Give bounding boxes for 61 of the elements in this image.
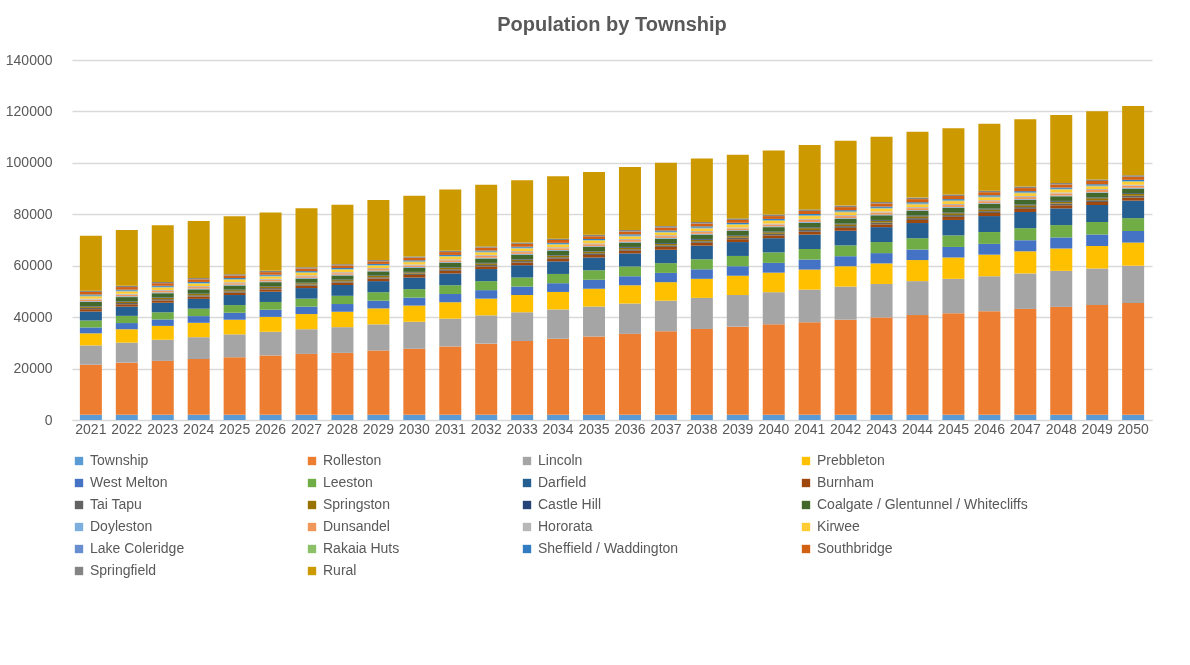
legend-label: Hororata	[538, 518, 593, 534]
legend-label: Rolleston	[323, 452, 382, 468]
x-tick-label: 2038	[686, 420, 718, 437]
x-tick-label: 2034	[542, 420, 574, 437]
legend-label: Prebbleton	[817, 452, 885, 468]
x-tick-label: 2024	[183, 420, 215, 437]
x-tick-label: 2022	[111, 420, 143, 437]
legend-label: Rakaia Huts	[323, 540, 400, 556]
y-tick-label: 140000	[5, 51, 53, 68]
x-tick-label: 2042	[830, 420, 862, 437]
x-tick-label: 2048	[1045, 420, 1078, 437]
legend-label: Burnham	[817, 474, 874, 490]
y-tick-label: 100000	[5, 154, 53, 171]
x-tick-label: 2043	[865, 420, 898, 437]
y-tick-label: 40000	[13, 308, 53, 325]
x-tick-label: 2037	[650, 420, 682, 437]
legend-label: Springston	[323, 496, 390, 512]
x-tick-label: 2027	[290, 420, 323, 437]
x-tick-label: 2026	[254, 420, 287, 437]
legend-label: Castle Hill	[538, 496, 602, 512]
y-tick-label: 0	[44, 411, 53, 428]
x-tick-label: 2047	[1009, 420, 1042, 437]
x-tick-label: 2031	[434, 420, 467, 437]
legend-label: Sheffield / Waddington	[538, 540, 679, 556]
legend-label: Lake Coleridge	[90, 540, 185, 556]
x-tick-label: 2023	[147, 420, 179, 437]
y-tick-label: 20000	[13, 360, 53, 377]
legend-label: Township	[90, 452, 149, 468]
legend-label: Lincoln	[538, 452, 583, 468]
legend-label: Springfield	[90, 562, 157, 578]
legend-label: Dunsandel	[323, 518, 390, 534]
legend-label: West Melton	[90, 474, 168, 490]
y-tick-label: 60000	[13, 257, 53, 274]
x-tick-label: 2021	[75, 420, 107, 437]
x-tick-label: 2046	[973, 420, 1006, 437]
x-tick-label: 2041	[794, 420, 826, 437]
x-tick-label: 2044	[901, 420, 934, 437]
legend-label: Rural	[323, 562, 357, 578]
x-tick-label: 2035	[578, 420, 610, 437]
x-tick-label: 2050	[1117, 420, 1149, 437]
x-tick-label: 2029	[362, 420, 395, 437]
x-tick-label: 2030	[398, 420, 431, 437]
legend-label: Leeston	[323, 474, 373, 490]
x-tick-label: 2033	[506, 420, 538, 437]
y-tick-label: 120000	[5, 102, 53, 119]
chart-title: Population by Township	[497, 13, 727, 35]
x-tick-label: 2039	[722, 420, 754, 437]
x-tick-label: 2040	[758, 420, 790, 437]
x-tick-label: 2032	[470, 420, 502, 437]
x-tick-label: 2049	[1081, 420, 1113, 437]
x-tick-label: 2045	[937, 420, 970, 437]
legend-label: Tai Tapu	[90, 496, 142, 512]
x-tick-label: 2036	[614, 420, 646, 437]
legend-label: Southbridge	[817, 540, 893, 556]
legend-label: Doyleston	[90, 518, 153, 534]
legend-label: Kirwee	[817, 518, 861, 534]
x-tick-label: 2028	[326, 420, 359, 437]
legend-label: Coalgate / Glentunnel / Whitecliffs	[817, 496, 1028, 512]
legend-label: Darfield	[538, 474, 587, 490]
x-tick-label: 2025	[219, 420, 251, 437]
y-tick-label: 80000	[13, 205, 53, 222]
